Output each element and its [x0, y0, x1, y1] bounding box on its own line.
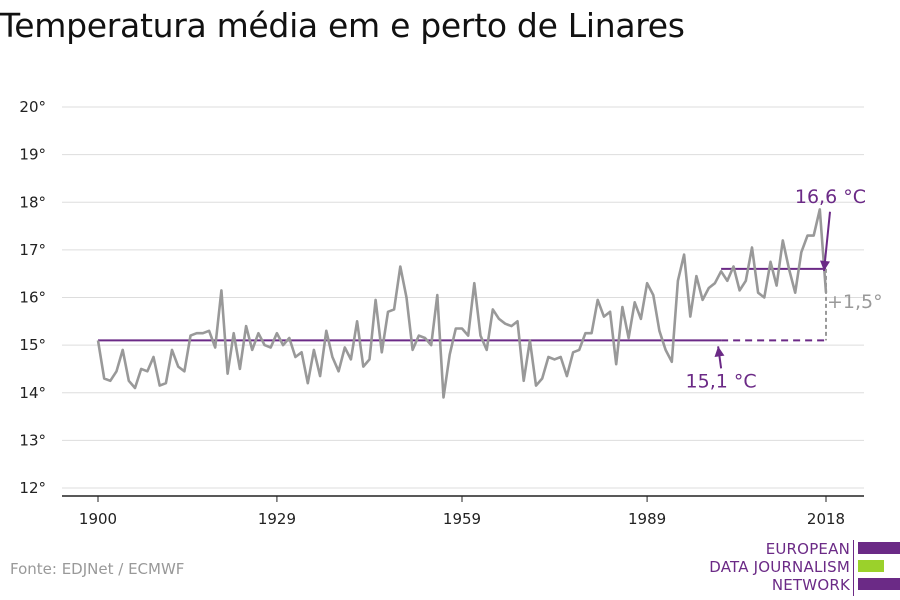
y-tick-label-20: 20° [19, 98, 46, 116]
x-tick-label-1959: 1959 [443, 510, 481, 528]
x-tick-label-2018: 2018 [807, 510, 845, 528]
y-tick-label-12: 12° [19, 479, 46, 497]
y-axis-ticks: 12° 13° 14° 15° 16° 17° 18° 19° 20° [19, 98, 46, 497]
y-tick-label-16: 16° [19, 289, 46, 307]
y-tick-label-19: 19° [19, 146, 46, 164]
y-tick-label-18: 18° [19, 193, 46, 211]
recent-average-label: 16,6 °C [795, 186, 866, 208]
y-tick-label-13: 13° [19, 431, 46, 449]
edjnet-logo: EUROPEAN DATA JOURNALISM NETWORK [700, 540, 900, 596]
logo-line-3: NETWORK [771, 576, 850, 594]
x-tick-label-1929: 1929 [258, 510, 296, 528]
annotations: 16,6 °C 15,1 °C +1,5° [686, 186, 883, 392]
logo-line-1: EUROPEAN [765, 540, 850, 558]
x-tick-label-1900: 1900 [79, 510, 117, 528]
y-tick-label-14: 14° [19, 384, 46, 402]
y-tick-label-15: 15° [19, 336, 46, 354]
chart-title: Temperatura média em e perto de Linares [0, 6, 685, 45]
recent-average-arrow-head [820, 260, 830, 271]
source-note: Fonte: EDJNet / ECMWF [10, 560, 185, 578]
logo-line-2: DATA JOURNALISM [709, 558, 850, 576]
logo-bar-purple-2 [858, 578, 900, 590]
logo-divider [853, 540, 854, 596]
baseline-average-label: 15,1 °C [686, 370, 757, 392]
logo-text: EUROPEAN DATA JOURNALISM NETWORK [709, 540, 850, 594]
grid-lines [62, 106, 864, 489]
difference-label: +1,5° [827, 291, 883, 313]
series-layer [96, 208, 828, 399]
temperature-series-line [96, 208, 828, 399]
y-tick-label-17: 17° [19, 241, 46, 259]
logo-bar-green [858, 560, 884, 572]
logo-bar-purple [858, 542, 900, 554]
x-axis: 1900 1929 1959 1989 2018 [62, 495, 864, 528]
x-tick-label-1989: 1989 [628, 510, 666, 528]
baseline-average-arrow-head [714, 346, 725, 357]
